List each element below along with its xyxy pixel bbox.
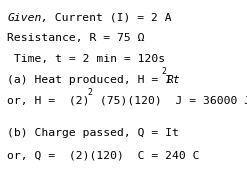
Text: Resistance, R = 75 Ω: Resistance, R = 75 Ω [7,34,145,43]
Text: (75)(120)  J = 36000 J: (75)(120) J = 36000 J [93,95,247,105]
Text: or, Q =  (2)(120)  C = 240 C: or, Q = (2)(120) C = 240 C [7,151,200,161]
Text: (a) Heat produced, H = I: (a) Heat produced, H = I [7,75,172,84]
Text: Current (I) = 2 A: Current (I) = 2 A [41,13,171,23]
Text: Given,: Given, [7,13,49,23]
Text: or, H =  (2): or, H = (2) [7,95,90,105]
Text: Rt: Rt [167,75,181,84]
Text: (b) Charge passed, Q = It: (b) Charge passed, Q = It [7,128,179,137]
Text: 2: 2 [162,67,167,76]
Text: 2: 2 [88,88,93,97]
Text: Time, t = 2 min = 120s: Time, t = 2 min = 120s [7,54,165,64]
